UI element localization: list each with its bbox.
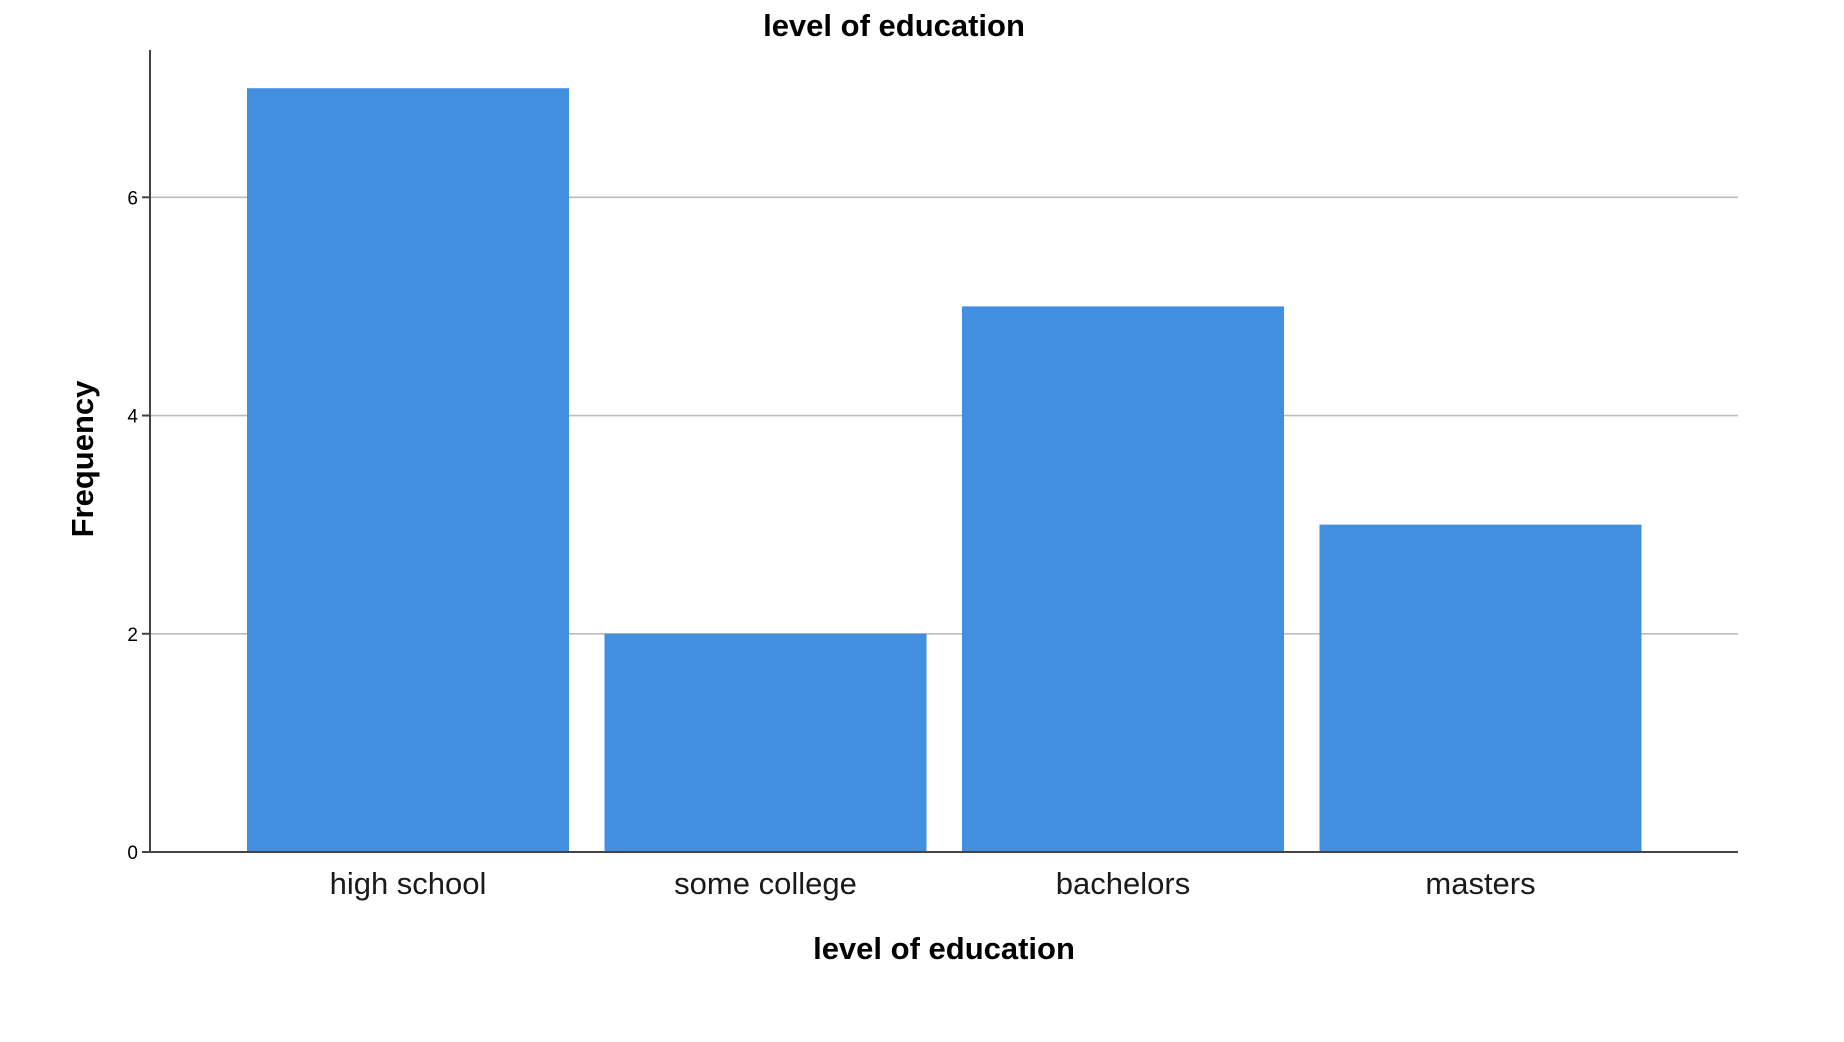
x-tick-label: bachelors: [1056, 866, 1190, 901]
y-tick-label: 4: [127, 407, 138, 428]
bar-high-school: [247, 88, 569, 852]
bars: [247, 88, 1642, 853]
x-tick-label: high school: [330, 866, 487, 901]
y-tick-label: 2: [127, 625, 138, 646]
axes: [149, 50, 1738, 853]
bar-bachelors: [962, 306, 1284, 853]
chart-title: level of education: [763, 8, 1025, 43]
bar-masters: [1319, 524, 1642, 852]
x-tick-label: some college: [674, 866, 857, 901]
y-axis-ticks: 0 2 4 6: [127, 188, 150, 864]
y-axis-title: Frequency: [65, 380, 100, 538]
x-axis-title: level of education: [813, 931, 1075, 966]
bar-some-college: [604, 633, 927, 852]
x-tick-label: masters: [1425, 866, 1535, 901]
y-tick-label: 0: [127, 843, 138, 864]
x-axis-ticks: high school some college bachelors masters: [330, 866, 1536, 901]
y-tick-label: 6: [127, 188, 138, 209]
